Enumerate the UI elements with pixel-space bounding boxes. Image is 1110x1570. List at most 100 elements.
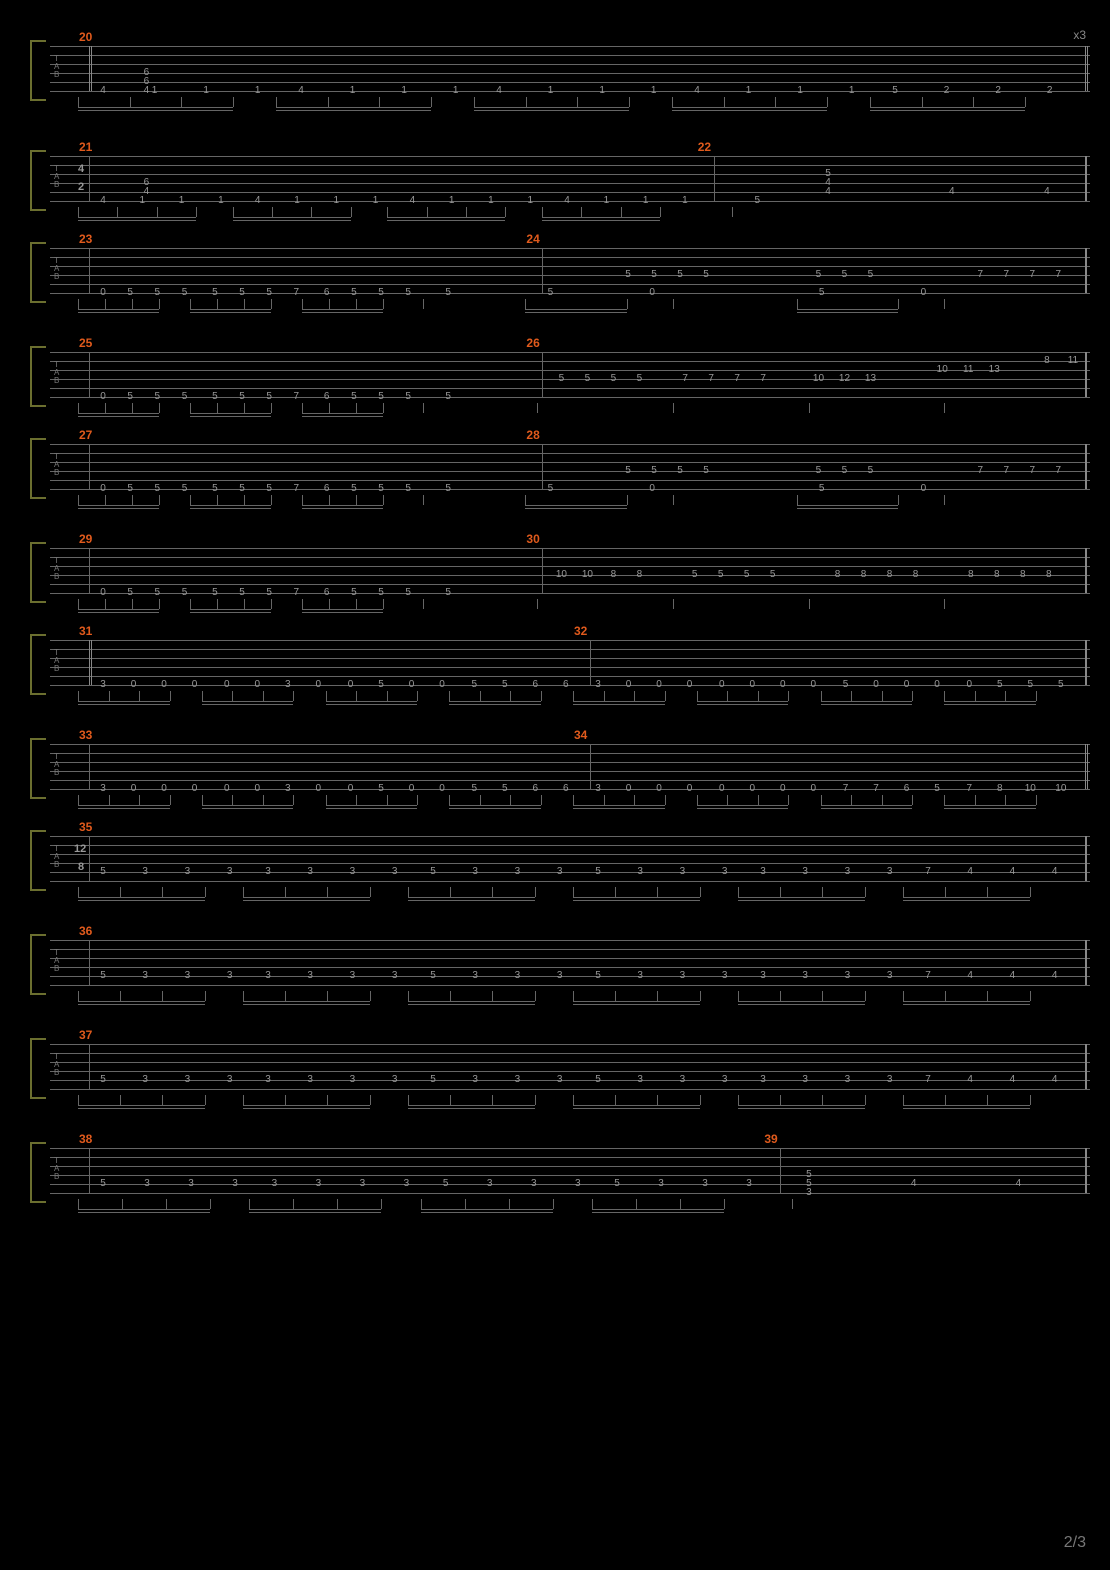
fret-number: 1 [604,195,610,206]
fret-number: 5 [625,269,631,280]
fret-number: 1 [599,85,605,96]
fret-number: 0 [409,679,415,690]
fret-number: 8 [835,569,841,580]
fret-number: 5 [445,287,451,298]
barline [89,940,90,985]
fret-number: 4 [1044,186,1050,197]
time-sig-top: 4 [78,163,84,175]
fret-number: 0 [780,679,786,690]
fret-number: 3 [595,783,601,794]
barline [1085,640,1087,685]
fret-number: 5 [548,483,554,494]
fret-number: 5 [744,569,750,580]
tab-staff: TAB055555576555555557777101213101113811 [50,352,1090,397]
tab-staff: TAB533333335333533333337444 [50,940,1090,985]
fret-number: 3 [350,866,356,877]
measure-number: 21 [79,140,92,154]
fret-number: 1 [179,195,185,206]
fret-number: 3 [760,866,766,877]
fret-number: 5 [1058,679,1064,690]
fret-number: 5 [182,587,188,598]
fret-number: 3 [722,866,728,877]
measure-number: 22 [698,140,711,154]
fret-number: 4 [1052,970,1058,981]
fret-number: 4 [1052,866,1058,877]
fret-number: 3 [272,1178,278,1189]
fret-number: 5 [471,679,477,690]
fret-number: 5 [100,866,106,877]
fret-number: 7 [760,373,766,384]
fret-number: 8 [968,569,974,580]
measure-number: 31 [79,624,92,638]
fret-number: 3 [185,970,191,981]
measure-number: 27 [79,428,92,442]
barline [89,46,92,91]
measure-number: 34 [574,728,587,742]
fret-number: 5 [892,85,898,96]
barline [1085,444,1087,489]
fret-number: 3 [845,866,851,877]
fret-number: 5 [585,373,591,384]
fret-number: 5 [445,587,451,598]
fret-number: 0 [656,783,662,794]
tab-staff: TAB0555555765555505055555557777 [50,444,1090,489]
fret-number: 8 [913,569,919,580]
repeat-count: x3 [1073,28,1086,42]
time-sig-bottom: 8 [78,861,84,873]
barline [1085,1044,1087,1089]
beam-row [70,207,1080,225]
fret-number: 5 [677,269,683,280]
measure-number: 36 [79,924,92,938]
tab-clef: TAB [54,949,59,973]
fret-number: 3 [802,866,808,877]
fret-number: 5 [842,269,848,280]
barline [89,744,90,789]
fret-number: 5 [816,269,822,280]
fret-number: 7 [294,483,300,494]
fret-number: 0 [649,483,655,494]
fret-number: 7 [966,783,972,794]
fret-number: 1 [548,85,554,96]
fret-number: 4 [825,186,831,197]
system-bracket [30,830,46,891]
fret-number: 5 [100,1074,106,1085]
fret-number: 3 [845,970,851,981]
fret-number: 3 [307,866,313,877]
measure-number: 26 [526,336,539,350]
fret-number: 0 [749,783,755,794]
fret-number: 13 [989,364,1000,375]
fret-number: 1 [373,195,379,206]
fret-number: 5 [100,1178,106,1189]
fret-number: 6 [324,483,330,494]
tab-staff: TAB30000030050055663000000050000555 [50,640,1090,685]
fret-number: 0 [934,679,940,690]
fret-number: 5 [100,970,106,981]
fret-number: 10 [1055,783,1066,794]
measure-number: 35 [79,820,92,834]
fret-number: 4 [1010,866,1016,877]
fret-number: 5 [127,587,133,598]
fret-number: 7 [873,783,879,794]
fret-number: 5 [934,783,940,794]
fret-number: 3 [637,1074,643,1085]
barline [89,444,90,489]
fret-number: 3 [472,1074,478,1085]
fret-number: 8 [994,569,1000,580]
fret-number: 3 [702,1178,708,1189]
fret-number: 10 [813,373,824,384]
fret-number: 3 [806,1187,812,1198]
fret-number: 6 [324,391,330,402]
tab-staff: TAB0555555765555505055555557777 [50,248,1090,293]
fret-number: 7 [294,587,300,598]
fret-number: 5 [754,195,760,206]
fret-number: 3 [680,1074,686,1085]
fret-number: 7 [1004,465,1010,476]
fret-number: 1 [401,85,407,96]
fret-number: 5 [155,483,161,494]
beam-row [70,299,1080,317]
tab-clef: TAB [54,257,59,281]
fret-number: 8 [1044,355,1050,366]
fret-number: 6 [533,679,539,690]
tab-staff: TAB42411141114111411156454444 [50,156,1090,201]
beam-row [70,795,1080,813]
